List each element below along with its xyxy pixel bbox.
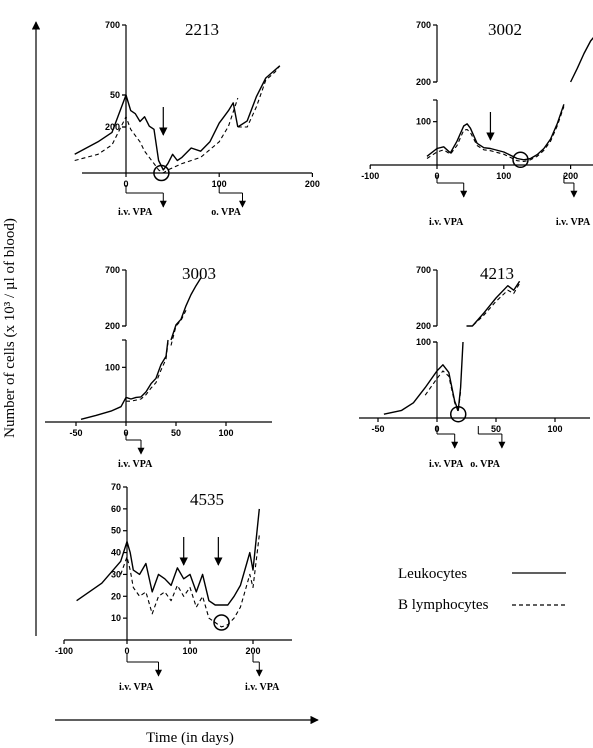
treatment-label: o. VPA <box>211 207 241 218</box>
y-tick-label: 200 <box>416 321 431 331</box>
panel-title: 3003 <box>182 264 216 283</box>
x-tick-label: 200 <box>245 646 260 656</box>
treatment-label: i.v. VPA <box>245 682 280 693</box>
x-tick-label: -50 <box>69 428 82 438</box>
y-tick-label: 50 <box>110 90 120 100</box>
legend: Leukocytes B lymphocytes <box>398 566 566 613</box>
series-leukocytes <box>426 104 565 161</box>
x-tick-label: 100 <box>547 424 562 434</box>
series-leukocytes <box>74 94 239 171</box>
x-tick-label: 200 <box>305 179 320 189</box>
treatment-label: i.v. VPA <box>556 217 591 228</box>
series-b-lymphocytes <box>120 535 260 628</box>
y-tick-label: 700 <box>105 265 120 275</box>
x-tick-label: 100 <box>212 179 227 189</box>
series-b-lymphocytes <box>424 370 462 413</box>
y-tick-label: 700 <box>416 20 431 30</box>
x-tick-label: -50 <box>371 424 384 434</box>
panel-3003: 3003-50050100100200700i.v. VPA <box>45 264 272 470</box>
y-tick-label: 200 <box>105 122 120 132</box>
treatment-label: i.v. VPA <box>119 682 154 693</box>
series-leukocytes <box>383 341 464 415</box>
x-tick-label: -100 <box>55 646 73 656</box>
series-b-lymphocytes <box>170 310 187 346</box>
x-tick-label: 100 <box>218 428 233 438</box>
x-tick-label: 100 <box>496 171 511 181</box>
series-b-lymphocytes <box>74 97 239 174</box>
panel-title: 4213 <box>480 264 514 283</box>
nadir-circle <box>153 164 170 182</box>
x-axis-title: Time (in days) <box>146 730 234 746</box>
y-tick-label: 700 <box>105 20 120 30</box>
x-tick-label: 0 <box>124 646 129 656</box>
panel-4535: 4535 -100 0 100 200 10 20 30 40 50 60 70 i.v. VPA i.v… <box>55 482 292 693</box>
nadir-circle <box>213 614 230 631</box>
y-tick-label: 60 <box>111 504 121 514</box>
legend-label-b-lymphocytes: B lymphocytes <box>398 597 489 613</box>
y-tick-label: 100 <box>416 337 431 347</box>
legend-label-leukocytes: Leukocytes <box>398 566 467 582</box>
series-b-lymphocytes <box>237 65 281 128</box>
treatment-label: i.v. VPA <box>118 459 153 470</box>
x-tick-label: 50 <box>171 428 181 438</box>
series-leukocytes <box>80 339 169 420</box>
y-tick-label: 700 <box>416 265 431 275</box>
y-tick-label: 100 <box>416 117 431 127</box>
nadir-circle <box>449 405 467 423</box>
series-leukocytes <box>466 280 521 327</box>
panel-title: 3002 <box>488 20 522 39</box>
panel-title: 2213 <box>185 20 219 39</box>
treatment-label: i.v. VPA <box>118 207 153 218</box>
series-leukocytes <box>237 65 281 128</box>
y-tick-label: 40 <box>111 548 121 558</box>
x-tick-label: 50 <box>491 424 501 434</box>
series-b-lymphocytes <box>426 106 565 163</box>
y-axis-title: Number of cells (x 10³ / µl of blood) <box>2 218 18 438</box>
treatment-label: i.v. VPA <box>429 217 464 228</box>
y-tick-label: 10 <box>111 613 121 623</box>
nadir-circle <box>512 151 529 169</box>
panel-title: 4535 <box>190 490 224 509</box>
series-leukocytes <box>170 277 202 341</box>
y-tick-label: 20 <box>111 591 121 601</box>
series-leukocytes <box>569 37 593 83</box>
x-tick-label: 0 <box>123 179 128 189</box>
treatment-label: o. VPA <box>470 459 500 470</box>
x-tick-label: 100 <box>182 646 197 656</box>
panel-2213: 2213 0 100 200 50 200 700 i.v. VPA o. VPA <box>74 20 320 218</box>
series-b-lymphocytes <box>126 342 169 402</box>
y-tick-label: 200 <box>105 321 120 331</box>
x-tick-label: 200 <box>563 171 578 181</box>
series-leukocytes <box>76 508 260 606</box>
y-tick-label: 70 <box>111 482 121 492</box>
series-b-lymphocytes <box>466 283 521 327</box>
x-tick-label: -100 <box>361 171 379 181</box>
y-tick-label: 200 <box>416 77 431 87</box>
y-tick-label: 30 <box>111 569 121 579</box>
treatment-label: i.v. VPA <box>429 459 464 470</box>
y-tick-label: 50 <box>111 526 121 536</box>
y-tick-label: 100 <box>105 362 120 372</box>
